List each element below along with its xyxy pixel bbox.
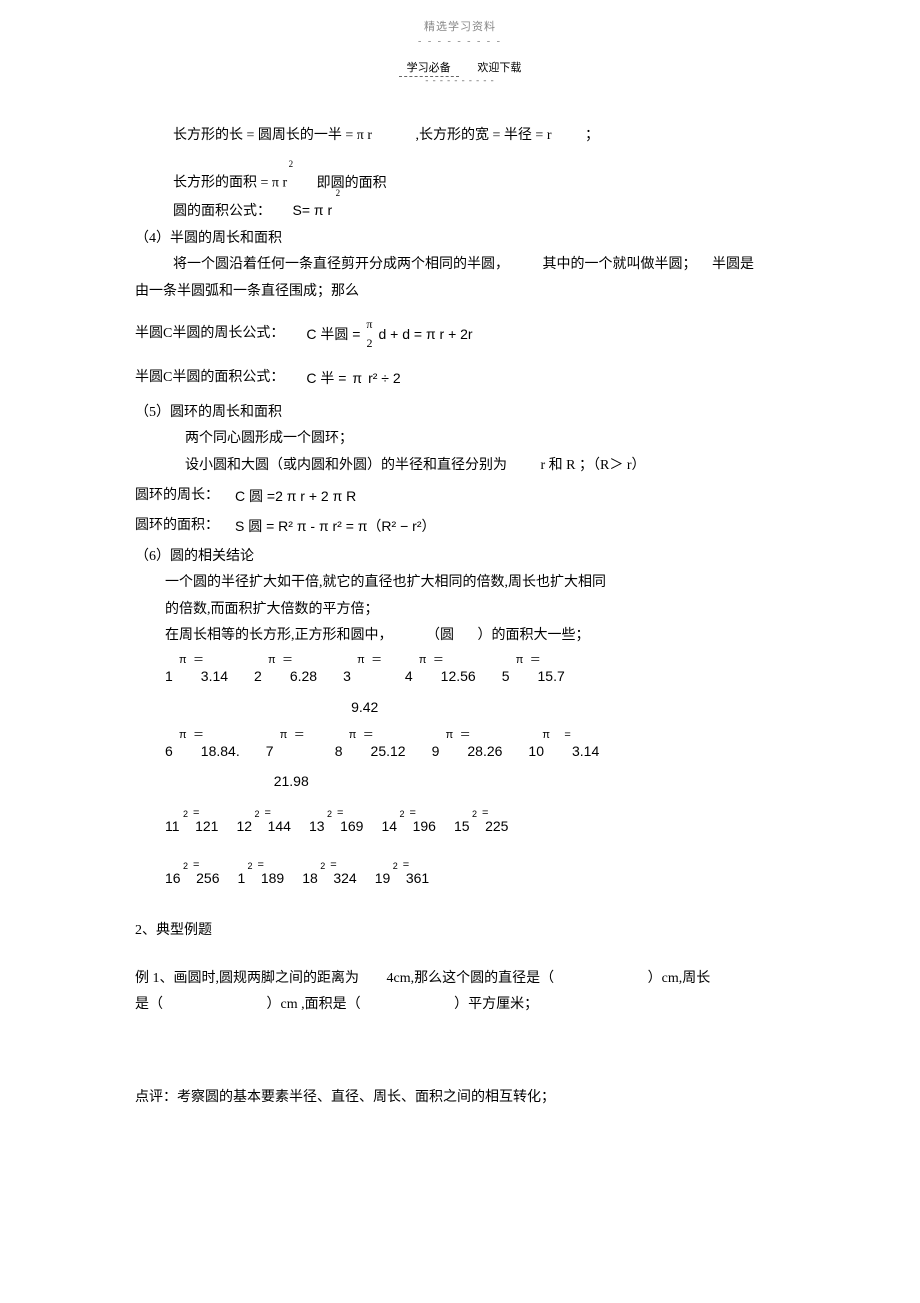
square-value: 182= 324: [302, 867, 357, 889]
text-line: 一个圆的半径扩大如干倍,就它的直径也扩大相同的倍数,周长也扩大相同: [135, 572, 785, 594]
formula: 圆环的周长： C 圆 =2 π r + 2 π R: [135, 485, 785, 507]
squares-table: 112= 121 122= 144 132= 169 142= 196 152= 225…: [135, 815, 785, 890]
text-line: 设小圆和大圆（或内圆和外圆）的半径和直径分别为 r 和 R ；（R＞ r）: [135, 455, 785, 477]
header-title: 精选学习资料: [0, 18, 920, 34]
formula: 半圆C半圆的周长公式： C 半圆 = π 2 d + d = π r + 2r: [135, 315, 785, 353]
square-value: 132= 169: [309, 815, 364, 837]
header-sub-right: 欢迎下载: [461, 62, 521, 74]
fraction: π 2: [366, 315, 372, 353]
page-header: 精选学习资料 - - - - - - - - - 学习必备 欢迎下载 - - -…: [0, 0, 920, 85]
example-question: 例 1、画圆时,圆规两脚之间的距离为 4cm,那么这个圆的直径是（ ）cm,周长: [135, 968, 785, 990]
section-heading: （4）半圆的周长和面积: [135, 228, 785, 250]
pi-table: 1 3.14π＝2 6.28π＝3 π＝9.424 12.56π＝5 15.7π…: [135, 665, 785, 793]
header-subtitle: 学习必备 欢迎下载: [0, 59, 920, 75]
square-value: 122= 144: [236, 815, 291, 837]
pi-value: 2 6.28π＝: [254, 665, 317, 718]
square-value: 162= 256: [165, 867, 220, 889]
pi-value: 5 15.7π＝: [502, 665, 565, 718]
pi-value: 7 π＝: [266, 740, 302, 762]
text-line: 由一条半圆弧和一条直径围成；那么: [135, 281, 785, 303]
section-heading: 2、典型例题: [135, 920, 785, 942]
section-heading: （5）圆环的周长和面积: [135, 402, 785, 424]
table-row: 6 18.84.π＝7 π＝21.988 25.12π＝9 28.26π＝10 …: [165, 740, 785, 793]
square-value: 192= 361: [375, 867, 430, 889]
pi-value: 6 18.84.π＝: [165, 740, 240, 793]
formula: 圆环的面积： S 圆 = R² π - π r² = π（R² − r²）: [135, 515, 785, 537]
square-value: 12= 189: [238, 867, 285, 889]
table-row: 162= 256 12= 189 182= 324 192= 361: [165, 867, 785, 889]
text-line: 的倍数,而面积扩大倍数的平方倍；: [135, 599, 785, 621]
example-question: 是（ ）cm ,面积是（ ）平方厘米；: [135, 994, 785, 1016]
header-dashes: - - - - - - - - -: [0, 36, 920, 47]
pi-value: 1 3.14π＝: [165, 665, 228, 718]
text-line: 两个同心圆形成一个圆环；: [135, 428, 785, 450]
header-sub-dashes: - - - - - - - - - -: [0, 75, 920, 85]
text-line: 圆的面积公式： S= π r 2: [135, 199, 785, 223]
text-line: 在周长相等的长方形,正方形和圆中， （圆 ）的面积大一些；: [135, 625, 785, 647]
table-row: 1 3.14π＝2 6.28π＝3 π＝9.424 12.56π＝5 15.7π…: [165, 665, 785, 718]
pi-value: 9 28.26π＝: [432, 740, 503, 793]
square-value: 112= 121: [165, 815, 218, 837]
text-line: 将一个圆沿着任何一条直径剪开分成两个相同的半圆， 其中的一个就叫做半圆； 半圆是: [135, 254, 785, 276]
square-value: 142= 196: [381, 815, 436, 837]
document-content: 长方形的长 = 圆周长的一半 = π r ,长方形的宽 = 半径 = r ； 长…: [0, 85, 920, 1109]
text-line: 长方形的长 = 圆周长的一半 = π r ,长方形的宽 = 半径 = r ；: [135, 125, 785, 147]
section-heading: （6）圆的相关结论: [135, 546, 785, 568]
comment: 点评：考察圆的基本要素半径、直径、周长、面积之间的相互转化；: [135, 1087, 785, 1109]
pi-value: 10 3.14π=: [528, 740, 599, 793]
text-line: 长方形的面积 = π r 2 即圆的面积: [135, 171, 785, 195]
pi-value: 3 π＝: [343, 665, 379, 687]
square-value: 152= 225: [454, 815, 509, 837]
formula: 半圆C半圆的面积公式： C 半 = π r² ÷ 2: [135, 367, 785, 389]
table-row: 112= 121 122= 144 132= 169 142= 196 152= 225: [165, 815, 785, 837]
pi-value: 4 12.56π＝: [405, 665, 476, 718]
pi-value: 8 25.12π＝: [335, 740, 406, 793]
